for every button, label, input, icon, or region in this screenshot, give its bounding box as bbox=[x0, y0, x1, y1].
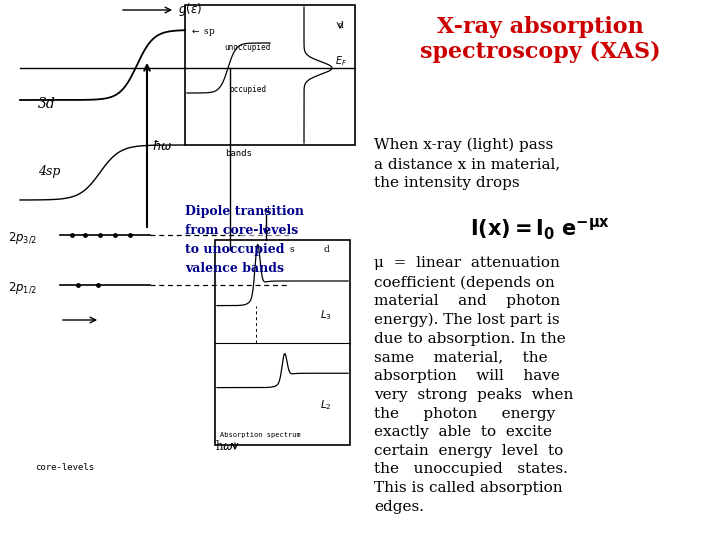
Text: occupied: occupied bbox=[230, 85, 267, 94]
Text: 3d: 3d bbox=[38, 97, 55, 111]
Text: $2p_{3/2}$: $2p_{3/2}$ bbox=[8, 231, 37, 246]
Text: h$\omega$: h$\omega$ bbox=[215, 439, 234, 453]
Text: unoccupied: unoccupied bbox=[224, 43, 270, 52]
Text: $L_2$: $L_2$ bbox=[320, 398, 332, 412]
Text: $\mathbf{I(x) = I_0\ e^{-\mu x}}$: $\mathbf{I(x) = I_0\ e^{-\mu x}}$ bbox=[470, 216, 610, 241]
Text: When x-ray (light) pass
a distance x in material,
the intensity drops: When x-ray (light) pass a distance x in … bbox=[374, 138, 561, 190]
Text: Absorption spectrum: Absorption spectrum bbox=[220, 432, 301, 438]
Text: $E_F$: $E_F$ bbox=[335, 54, 347, 68]
Text: bands: bands bbox=[225, 149, 252, 158]
Text: s: s bbox=[289, 245, 294, 254]
Text: 4sp: 4sp bbox=[38, 165, 60, 178]
Text: X-ray absorption
spectroscopy (XAS): X-ray absorption spectroscopy (XAS) bbox=[420, 16, 660, 63]
Text: core-levels: core-levels bbox=[35, 463, 94, 472]
Text: d: d bbox=[323, 245, 329, 254]
Text: Dipole transition
from core-levels
to unoccupied
valence bands: Dipole transition from core-levels to un… bbox=[185, 205, 304, 275]
Text: $\leftarrow$ sp: $\leftarrow$ sp bbox=[190, 26, 216, 37]
Bar bbox=[215, 240, 350, 445]
Text: d: d bbox=[264, 206, 269, 215]
Text: $g(\varepsilon)$: $g(\varepsilon)$ bbox=[178, 1, 202, 18]
Text: $\hbar\omega$: $\hbar\omega$ bbox=[152, 139, 173, 153]
Text: $2p_{1/2}$: $2p_{1/2}$ bbox=[8, 280, 37, 296]
Bar bbox=[185, 5, 355, 145]
Text: $L_3$: $L_3$ bbox=[320, 308, 332, 322]
Text: d: d bbox=[338, 21, 343, 30]
Text: μ  =  linear  attenuation
coefficient (depends on
material    and    photon
ener: μ = linear attenuation coefficient (depe… bbox=[374, 256, 574, 514]
